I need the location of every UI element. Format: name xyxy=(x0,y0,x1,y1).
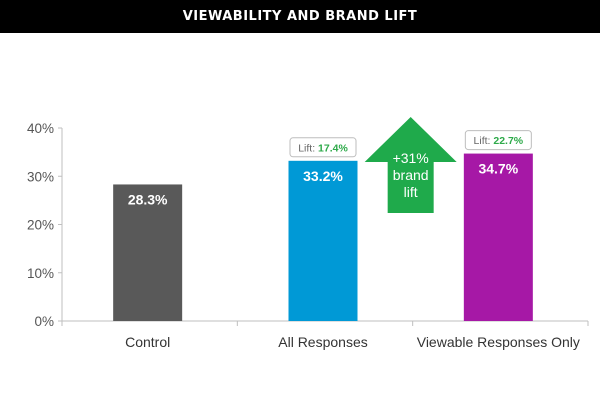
lift-callout-viewable-text: Lift: 22.7% xyxy=(474,135,524,147)
y-tick-label: 0% xyxy=(34,314,54,329)
y-tick-label: 40% xyxy=(27,121,54,136)
lift-callout-viewable-box xyxy=(464,130,532,151)
bar-1 xyxy=(288,160,358,321)
arrow-label-line: +31% xyxy=(393,150,429,166)
lift-callout-all-text: Lift: 17.4% xyxy=(298,142,348,154)
bar-2 xyxy=(463,153,533,321)
chart-bars: 28.3% Control 33.2% All Responses 34.7% Viewa… xyxy=(113,153,580,350)
lift-callout-all-box xyxy=(289,137,357,158)
brand-lift-arrow-icon xyxy=(364,117,457,213)
category-label: Viewable Responses Only xyxy=(417,334,580,350)
bar-value-label: 34.7% xyxy=(478,161,518,177)
lift-callout-all-prefix: Lift: xyxy=(298,142,318,154)
lift-callout-viewable-value: 22.7% xyxy=(493,135,523,147)
bar-value-label: 28.3% xyxy=(128,191,168,207)
arrow-label-line: brand xyxy=(393,167,429,183)
title-bar: VIEWABILITY AND BRAND LIFT xyxy=(0,0,600,33)
category-label: Control xyxy=(125,334,170,350)
arrow-label-line: lift xyxy=(404,184,418,200)
bar-0 xyxy=(113,184,183,321)
y-tick-label: 10% xyxy=(27,266,54,281)
y-tick-label: 30% xyxy=(27,169,54,184)
bar-value-label: 33.2% xyxy=(303,168,343,184)
y-tick-label: 20% xyxy=(27,218,54,233)
category-label: All Responses xyxy=(278,334,368,350)
lift-callout-all-value: 17.4% xyxy=(318,142,348,154)
chart-title: VIEWABILITY AND BRAND LIFT xyxy=(182,9,418,24)
lift-callout-viewable-prefix: Lift: xyxy=(474,135,494,147)
chart-axes: 0% 10% 20% 30% 40% xyxy=(27,121,589,329)
